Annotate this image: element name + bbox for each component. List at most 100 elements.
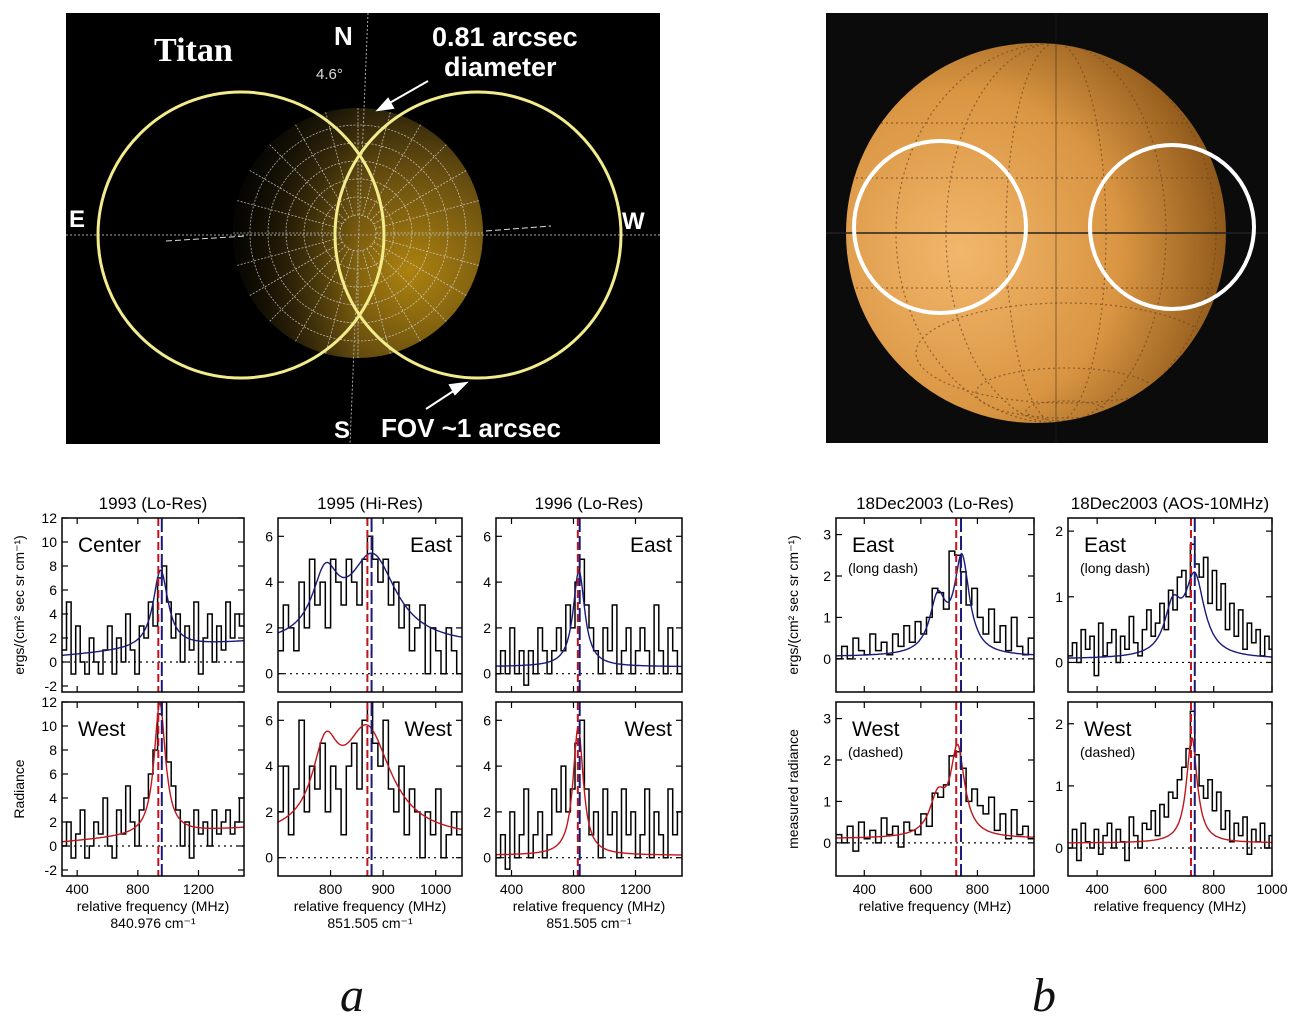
fit-curve: [62, 702, 244, 843]
wavenumber-caption: 851.505 cm⁻¹: [546, 915, 632, 931]
x-tick-label: 1200: [183, 881, 214, 897]
fov-circle-east: [96, 90, 386, 380]
plot-area: [278, 518, 462, 692]
spectrum-plot: 0 1 2 3 400 600 800 1000 West (dashed) measured ra…: [785, 701, 1050, 914]
x-axis-label: relative frequency (MHz): [77, 898, 230, 914]
y-tick-label: 2: [1055, 716, 1063, 732]
x-tick-label: 800: [319, 881, 343, 897]
plot-annotation: West: [405, 718, 453, 741]
plot-title: 1995 (Hi-Res): [317, 494, 423, 513]
y-tick-label: 2: [49, 814, 57, 830]
y-tick-label: 6: [49, 766, 57, 782]
plot-annotation: East: [410, 534, 452, 557]
x-tick-label: 800: [126, 881, 150, 897]
plot-frame: [495, 701, 683, 877]
wavenumber-caption: 851.505 cm⁻¹: [327, 915, 413, 931]
plot-annotation-sub: (long dash): [1080, 560, 1150, 576]
titan-disk-image: [826, 13, 1268, 443]
spectrum-plot: 0 1 2 18Dec2003 (AOS-10MHz) East (long dash): [1055, 494, 1273, 693]
y-tick-label: 2: [483, 620, 491, 636]
plot-title: 18Dec2003 (AOS-10MHz): [1071, 494, 1269, 513]
y-axis-label: measured radiance: [785, 729, 801, 849]
data-histogram: [836, 550, 1034, 660]
plot-annotation: West: [852, 718, 900, 741]
spectrum-plot: 0 2 4 6 800 900 1000 West relative frequency (MH…: [265, 701, 463, 931]
y-tick-label: 4: [49, 790, 57, 806]
x-axis-label: relative frequency (MHz): [1094, 898, 1247, 914]
plot-frame: [277, 701, 463, 877]
x-tick-label: 900: [371, 881, 395, 897]
x-tick-label: 1000: [1256, 881, 1287, 897]
x-tick-label: 400: [1085, 881, 1109, 897]
titan-fov-svg: Titan N 4.6° S E W 0.81 arcsec diameter …: [66, 13, 660, 444]
data-histogram: [62, 565, 244, 675]
y-tick-label: 0: [483, 666, 491, 682]
y-tick-label: 4: [265, 574, 273, 590]
arrow-fov: [425, 381, 469, 410]
y-tick-label: 2: [49, 630, 57, 646]
titan-disk-svg: [826, 13, 1268, 443]
plot-annotation: East: [852, 534, 894, 557]
plot-title: 18Dec2003 (Lo-Res): [856, 494, 1014, 513]
plot-title: 1996 (Lo-Res): [535, 494, 644, 513]
plot-annotation-sub: (long dash): [848, 560, 918, 576]
data-histogram: [62, 702, 244, 859]
fit-curve: [836, 552, 1034, 657]
fov-circle-west: [333, 90, 623, 380]
y-axis-label: ergs/(cm² sec sr cm⁻¹): [785, 535, 801, 675]
data-histogram: [278, 702, 462, 859]
fit-curve: [836, 743, 1034, 839]
plot-area: [496, 518, 682, 692]
east-label: E: [69, 206, 85, 233]
plot-title: 1993 (Lo-Res): [99, 494, 208, 513]
spectrum-plot: 0 1 2 400 600 800 1000 West (dashed) relative fre…: [1055, 701, 1288, 914]
plot-area: [836, 702, 1034, 876]
y-tick-label: 0: [1055, 840, 1063, 856]
fit-curve: [1068, 736, 1272, 844]
data-histogram: [496, 719, 682, 870]
y-tick-label: 0: [823, 651, 831, 667]
data-histogram: [1068, 710, 1272, 862]
x-tick-label: 1200: [620, 881, 651, 897]
y-tick-label: 12: [41, 694, 57, 710]
plot-area: [278, 702, 462, 876]
x-tick-label: 1000: [1018, 881, 1049, 897]
y-tick-label: 4: [483, 574, 491, 590]
plot-frame: [835, 701, 1035, 877]
panel-label-a: a: [340, 969, 364, 1022]
y-tick-label: 10: [41, 718, 57, 734]
y-tick-label: 1: [1055, 778, 1063, 794]
x-tick-label: 800: [562, 881, 586, 897]
plot-annotation: West: [1084, 718, 1132, 741]
plot-area: [496, 702, 682, 876]
plot-area: [62, 518, 244, 692]
panel-label-b: b: [1032, 969, 1056, 1022]
y-tick-label: 8: [49, 742, 57, 758]
fov-circle-west-b: [1088, 143, 1256, 311]
y-tick-label: 1: [823, 793, 831, 809]
y-tick-label: 4: [265, 758, 273, 774]
plot-frame: [277, 517, 463, 693]
data-histogram: [836, 750, 1034, 852]
plot-annotation: West: [625, 718, 673, 741]
y-tick-label: 0: [49, 838, 57, 854]
plot-annotation-sub: (dashed): [1080, 744, 1135, 760]
y-tick-label: 8: [49, 558, 57, 574]
fit-curve: [1068, 571, 1272, 659]
plot-frame: [835, 517, 1035, 693]
titan-fov-diagram: Titan N 4.6° S E W 0.81 arcsec diameter …: [66, 13, 660, 444]
fit-curve: [278, 552, 462, 638]
x-axis-label: relative frequency (MHz): [513, 898, 666, 914]
south-label: S: [334, 417, 350, 444]
y-tick-label: 3: [823, 711, 831, 727]
x-tick-label: 400: [500, 881, 524, 897]
plot-frame: [1067, 517, 1273, 693]
data-histogram: [496, 558, 682, 686]
fov-label: FOV ~1 arcsec: [381, 413, 561, 443]
north-label: N: [334, 21, 353, 51]
plot-area: [836, 518, 1034, 692]
x-axis-label: relative frequency (MHz): [294, 898, 447, 914]
spectrum-plot: 0 2 4 6 1996 (Lo-Res) East: [483, 494, 683, 693]
y-tick-label: 1: [1055, 589, 1063, 605]
y-tick-label: 6: [265, 712, 273, 728]
